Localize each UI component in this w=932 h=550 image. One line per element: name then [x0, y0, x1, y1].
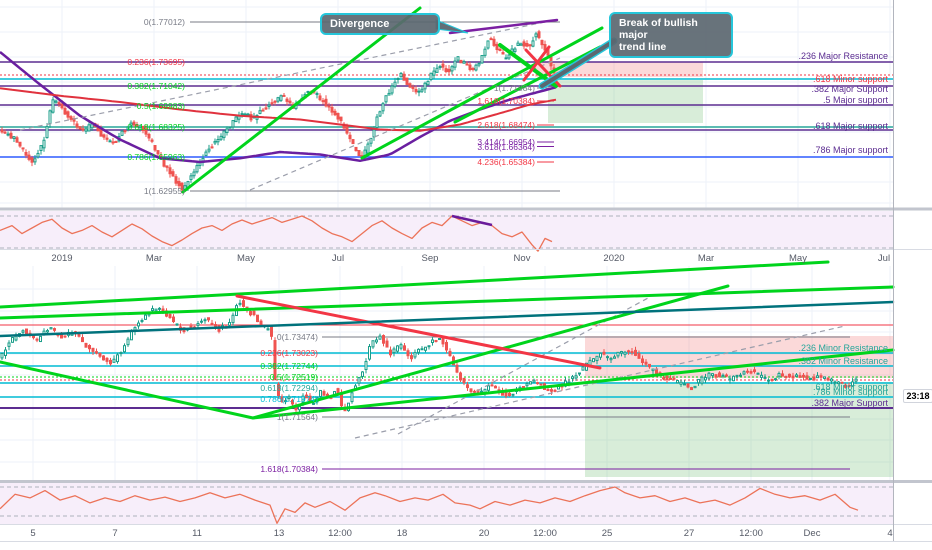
divergence-callout[interactable]: Divergence — [320, 13, 440, 35]
break-trendline-callout[interactable]: Break of bullish major trend line — [609, 12, 733, 59]
divergence-callout-text: Divergence — [330, 18, 390, 30]
break-callout-line2: trend line — [619, 41, 667, 54]
price-scale[interactable]: 1.780001.760001.640001.6200075.0050.001.… — [894, 0, 932, 550]
chart-surface[interactable] — [0, 0, 893, 550]
break-callout-line1: Break of bullish major — [619, 17, 698, 42]
